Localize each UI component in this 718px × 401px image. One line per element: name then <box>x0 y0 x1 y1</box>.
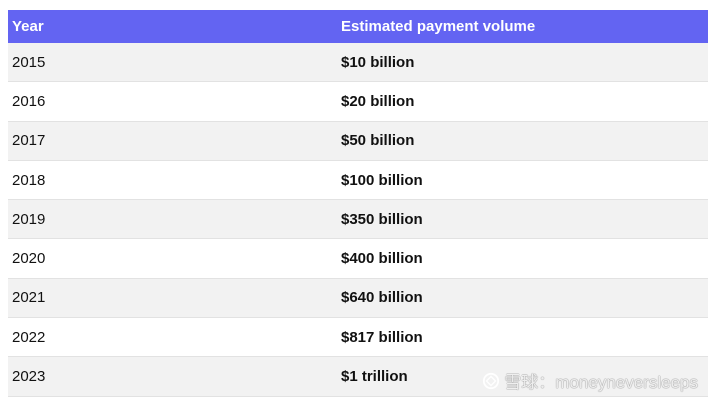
volume-cell: $100 billion <box>341 171 423 189</box>
year-cell: 2019 <box>12 210 46 228</box>
volume-cell: $640 billion <box>341 289 423 307</box>
volume-cell: $817 billion <box>341 328 423 346</box>
year-cell: 2020 <box>12 250 46 268</box>
year-cell: 2021 <box>12 289 46 307</box>
table-row: 2016 $20 billion <box>8 82 708 122</box>
volume-cell: $10 billion <box>341 53 415 71</box>
header-volume: Estimated payment volume <box>341 18 536 35</box>
year-cell: 2017 <box>12 132 46 150</box>
watermark: 雪球：moneyneversleeps <box>482 368 698 393</box>
volume-cell: $350 billion <box>341 210 423 228</box>
year-cell: 2015 <box>12 53 46 71</box>
table-row: 2021 $640 billion <box>8 278 708 319</box>
watermark-text: 雪球：moneyneversleeps <box>504 373 698 392</box>
table-row: 2023 $1 trillion <box>8 357 708 397</box>
snowball-logo-icon <box>483 372 500 389</box>
volume-cell: $20 billion <box>341 92 415 110</box>
volume-cell: $400 billion <box>341 250 423 268</box>
table-row: 2017 $50 billion <box>8 121 708 161</box>
year-cell: 2016 <box>12 92 46 110</box>
year-cell: 2018 <box>12 171 46 189</box>
table-row: 2015 $10 billion <box>8 43 708 83</box>
year-cell: 2023 <box>12 368 46 386</box>
volume-cell: $50 billion <box>341 132 415 150</box>
year-cell: 2022 <box>12 328 46 346</box>
table-row: 2019 $350 billion <box>8 200 708 240</box>
payment-volume-table: Year Estimated payment volume 2015 $10 bi… <box>8 10 708 397</box>
table-row: 2020 $400 billion <box>8 239 708 279</box>
header-year: Year <box>12 18 44 35</box>
volume-cell: $1 trillion <box>341 368 408 386</box>
table-row: 2022 $817 billion <box>8 318 708 358</box>
table-row: 2018 $100 billion <box>8 160 708 201</box>
table-body: 2015 $10 billion 2016 $20 billion 2017 $50 bi… <box>8 43 708 397</box>
table-header: Year Estimated payment volume <box>8 10 708 43</box>
